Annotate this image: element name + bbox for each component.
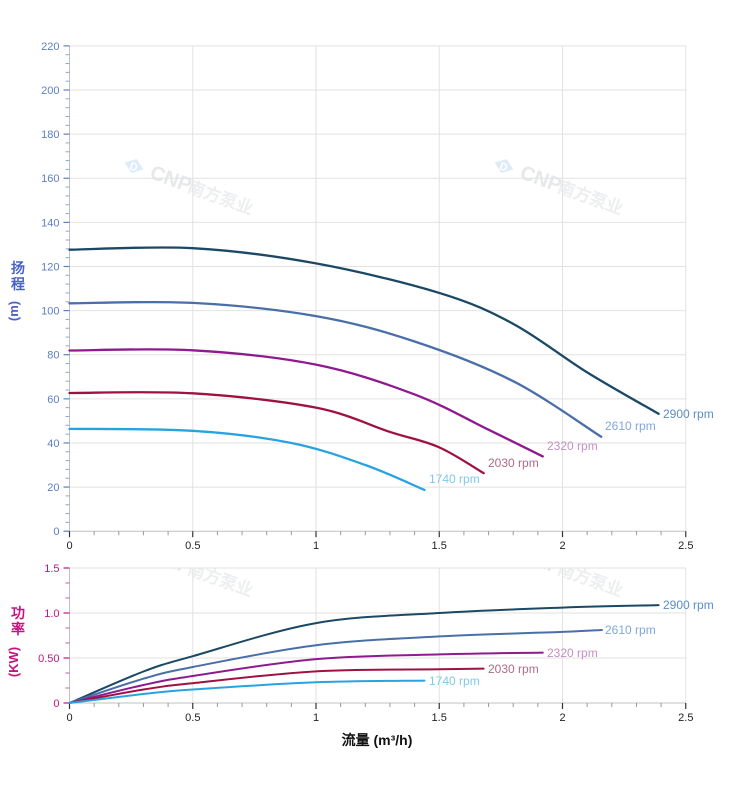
svg-text:0: 0 [66,712,72,724]
svg-text:40: 40 [47,438,59,450]
svg-text:0.5: 0.5 [185,712,200,724]
svg-text:60: 60 [47,394,59,406]
svg-text:200: 200 [41,85,59,97]
svg-text:功: 功 [11,605,25,621]
svg-text:2: 2 [559,540,565,552]
svg-text:220: 220 [41,41,59,53]
svg-text:1.5: 1.5 [432,712,447,724]
svg-text:1.5: 1.5 [432,540,447,552]
svg-text:2.5: 2.5 [678,540,693,552]
svg-text:120: 120 [41,262,59,274]
svg-text:南方泵业: 南方泵业 [185,558,256,600]
svg-text:扬: 扬 [11,260,25,276]
svg-text:2610 rpm: 2610 rpm [605,419,656,433]
svg-text:1.5: 1.5 [44,563,59,575]
svg-text:2320 rpm: 2320 rpm [547,646,598,660]
svg-text:2900 rpm: 2900 rpm [663,407,714,421]
svg-text:1740 rpm: 1740 rpm [429,472,480,486]
svg-text:0: 0 [53,526,59,538]
svg-text:140: 140 [41,217,59,229]
svg-text:0: 0 [53,698,59,710]
svg-text:160: 160 [41,173,59,185]
svg-text:程: 程 [11,276,25,292]
svg-text:1740 rpm: 1740 rpm [429,674,480,688]
svg-text:1: 1 [313,540,319,552]
svg-text:2.5: 2.5 [678,712,693,724]
svg-text:(m): (m) [6,301,21,321]
svg-text:2610 rpm: 2610 rpm [605,623,656,637]
svg-text:南方泵业: 南方泵业 [555,176,626,218]
svg-text:0: 0 [66,540,72,552]
svg-text:(KW): (KW) [6,647,21,677]
svg-text:100: 100 [41,306,59,318]
svg-text:80: 80 [47,350,59,362]
svg-text:20: 20 [47,482,59,494]
svg-text:2030 rpm: 2030 rpm [488,662,539,676]
svg-text:2320 rpm: 2320 rpm [547,439,598,453]
svg-text:1.0: 1.0 [44,608,59,620]
svg-text:D: D [498,542,510,556]
svg-text:南方泵业: 南方泵业 [185,176,256,218]
svg-text:D: D [128,542,140,556]
svg-text:0.50: 0.50 [38,653,59,665]
svg-text:南方泵业: 南方泵业 [555,558,626,600]
svg-text:180: 180 [41,129,59,141]
svg-text:2900 rpm: 2900 rpm [663,598,714,612]
svg-text:2: 2 [559,712,565,724]
svg-text:1: 1 [313,712,319,724]
svg-text:流量 (m³/h): 流量 (m³/h) [342,732,413,748]
svg-text:率: 率 [11,621,25,637]
svg-text:2030 rpm: 2030 rpm [488,456,539,470]
svg-text:0.5: 0.5 [185,540,200,552]
